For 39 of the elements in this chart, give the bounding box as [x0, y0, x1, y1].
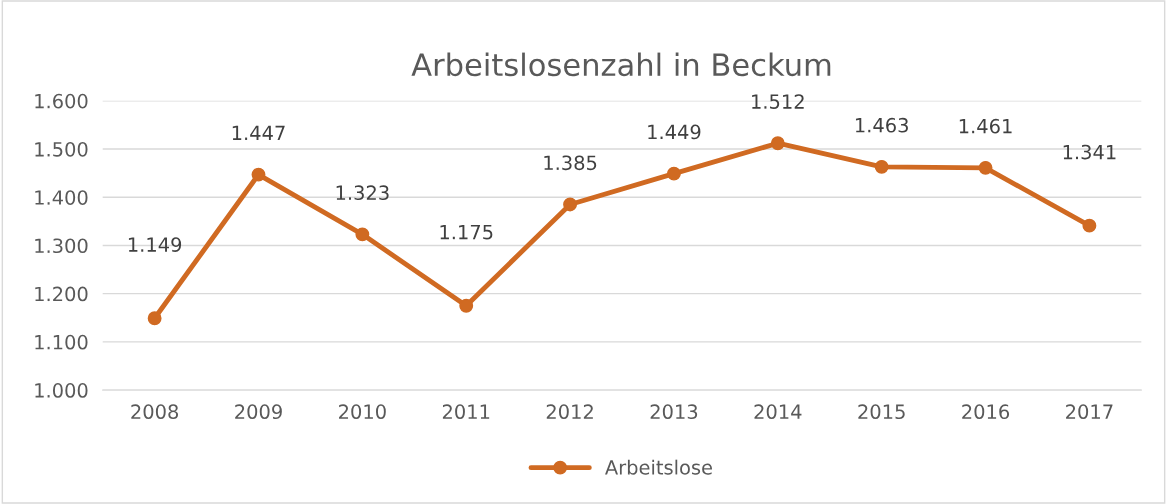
x-tick-label: 2011 — [442, 404, 490, 420]
legend-label: Arbeitslose — [605, 459, 712, 475]
data-label: 1.463 — [855, 117, 908, 133]
x-tick-label: 2014 — [754, 404, 802, 420]
x-tick-label: 2009 — [235, 404, 282, 420]
x-tick-label: 2008 — [131, 404, 179, 420]
data-label: 1.149 — [128, 237, 182, 252]
point — [563, 197, 578, 212]
data-label: 1.512 — [752, 94, 804, 109]
x-tick-label: 2017 — [1066, 404, 1113, 420]
point — [770, 136, 785, 151]
data-label: 1.449 — [648, 124, 701, 140]
point — [666, 166, 681, 181]
y-tick-label: 1.500 — [35, 141, 88, 157]
data-label: 1.341 — [1063, 144, 1116, 160]
x-tick-label: 2010 — [339, 404, 386, 420]
chart-title: Arbeitslosenzahl in Beckum — [411, 52, 831, 77]
x-tick-label: 2015 — [858, 404, 905, 420]
point — [978, 160, 993, 175]
point — [1082, 218, 1097, 233]
y-tick-label: 1.100 — [35, 334, 88, 350]
y-tick-label: 1.400 — [35, 190, 88, 205]
data-label: 1.447 — [232, 125, 285, 140]
x-tick-label: 2012 — [546, 404, 593, 420]
x-tick-label: 2016 — [962, 404, 1010, 420]
y-tick-label: 1.300 — [35, 238, 88, 254]
y-tick-label: 1.600 — [35, 93, 88, 109]
y-tick-label: 1.200 — [35, 286, 88, 302]
data-label: 1.323 — [336, 185, 389, 201]
x-tick-label: 2013 — [650, 404, 698, 420]
point — [147, 311, 162, 326]
data-label: 1.175 — [440, 225, 493, 240]
data-label: 1.385 — [544, 155, 597, 171]
point — [251, 167, 266, 182]
point — [355, 227, 370, 242]
y-tick-label: 1.000 — [35, 383, 88, 398]
data-label: 1.461 — [959, 118, 1012, 134]
point — [874, 159, 889, 174]
point — [459, 298, 474, 313]
